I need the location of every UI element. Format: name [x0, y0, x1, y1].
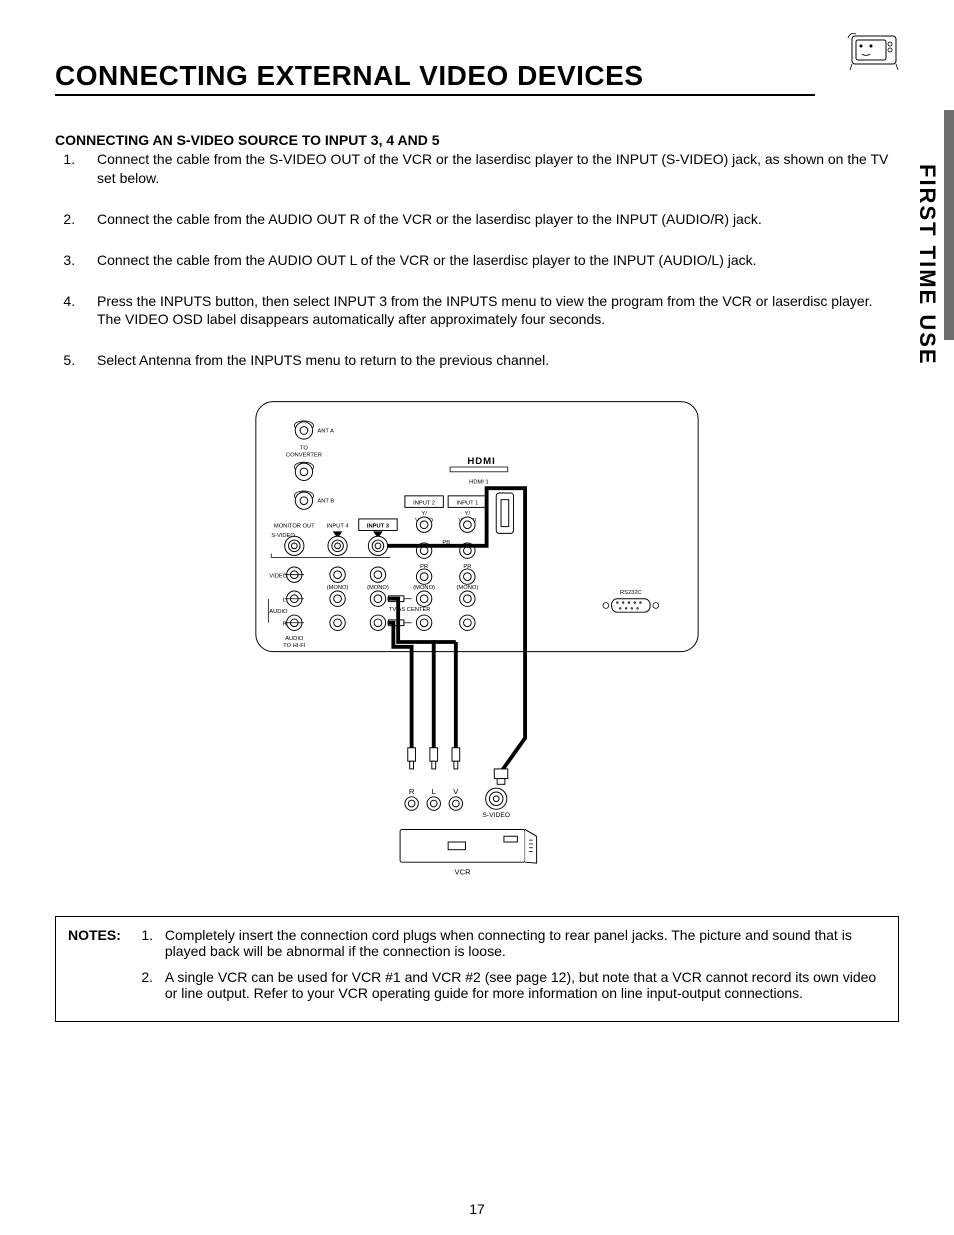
svideo-row: [285, 536, 388, 555]
notes-label: NOTES:: [68, 927, 121, 1011]
manual-page: FIRST TIME USE CONNECTING EXTERNAL VIDEO…: [0, 0, 954, 1235]
label-mono-4: (MONO): [327, 585, 349, 591]
label-ant-a: ANT A: [317, 429, 334, 435]
label-input1: INPUT 1: [456, 501, 478, 507]
vcr-jack-r: R: [409, 787, 415, 796]
section-heading: CONNECTING AN S-VIDEO SOURCE TO INPUT 3,…: [55, 132, 899, 148]
label-monitor-out: MONITOR OUT: [274, 524, 315, 530]
note-item: A single VCR can be used for VCR #1 and …: [157, 969, 886, 1001]
label-audio-hifi: AUDIOTO HI-FI: [283, 636, 306, 649]
step-item: Connect the cable from the AUDIO OUT L o…: [79, 251, 899, 270]
label-input3: INPUT 3: [367, 524, 389, 530]
step-item: Select Antenna from the INPUTS menu to r…: [79, 351, 899, 370]
vcr-label: VCR: [454, 868, 471, 877]
label-mono-3: (MONO): [367, 585, 389, 591]
label-input4: INPUT 4: [327, 524, 350, 530]
section-tab-label: FIRST TIME USE: [914, 164, 940, 366]
side-accent-bar: [944, 110, 954, 340]
page-title: CONNECTING EXTERNAL VIDEO DEVICES: [55, 60, 815, 96]
tv-corner-icon: [846, 28, 900, 70]
vcr-device: [400, 830, 537, 864]
cable-plugs: [408, 748, 508, 785]
label-hdmi1: HDMI 1: [469, 480, 489, 486]
note-item: Completely insert the connection cord pl…: [157, 927, 886, 959]
label-input2: INPUT 2: [413, 501, 435, 507]
step-item: Press the INPUTS button, then select INP…: [79, 292, 899, 330]
hdmi-logo: HDMI: [467, 456, 495, 467]
notes-list: Completely insert the connection cord pl…: [133, 927, 886, 1011]
vcr-jack-sv: S-VIDEO: [482, 812, 510, 819]
vcr-jack-l: L: [432, 787, 437, 796]
label-mono-2: (MONO): [413, 585, 435, 591]
step-item: Connect the cable from the S-VIDEO OUT o…: [79, 150, 899, 188]
notes-box: NOTES: Completely insert the connection …: [55, 916, 899, 1022]
label-mono-1: (MONO): [457, 585, 479, 591]
label-audio: AUDIO: [269, 609, 288, 615]
label-tv-center: TV AS CENTER: [389, 607, 431, 613]
page-number: 17: [0, 1201, 954, 1217]
label-rs232c: RS232C: [620, 590, 642, 596]
connection-diagram: ANT A TOCONVERTER ANT B MONITOR OUT INPU…: [227, 392, 727, 892]
label-ant-b: ANT B: [317, 499, 334, 505]
vcr-jack-v: V: [453, 787, 459, 796]
steps-list: Connect the cable from the S-VIDEO OUT o…: [55, 150, 899, 370]
step-item: Connect the cable from the AUDIO OUT R o…: [79, 210, 899, 229]
